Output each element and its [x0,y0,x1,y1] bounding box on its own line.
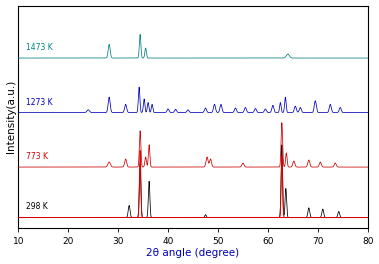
X-axis label: 2θ angle (degree): 2θ angle (degree) [146,248,240,258]
Text: 1273 K: 1273 K [26,97,52,106]
Text: 1473 K: 1473 K [26,43,53,52]
Y-axis label: Intensity(a.u.): Intensity(a.u.) [6,80,16,153]
Text: 773 K: 773 K [26,152,48,161]
Text: 298 K: 298 K [26,202,48,211]
